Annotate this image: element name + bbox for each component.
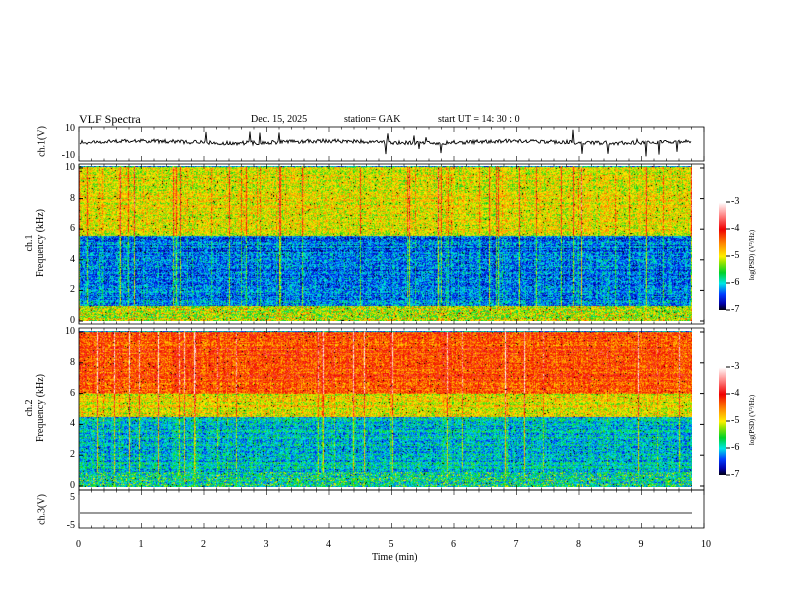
x-tick-label: 10 (701, 539, 711, 550)
y-tick-label: -5 (66, 520, 75, 531)
y-tick-label: 0 (70, 480, 75, 491)
x-tick-label: 2 (201, 539, 206, 550)
x-tick-label: 4 (326, 539, 331, 550)
y-tick-label: 4 (70, 418, 75, 430)
colorbar-ch2-label: log(PSD) (V²/Hz) (748, 394, 756, 446)
ch2-spectrogram (79, 331, 692, 487)
y-tick-label: 6 (70, 387, 75, 399)
colorbar-ch1 (719, 202, 726, 310)
ch1-ylabel: ch.1(V) (36, 126, 48, 157)
colorbar-tick-label: -5 (731, 415, 740, 426)
y-tick-label: -10 (61, 150, 75, 161)
colorbar-tick-label: -7 (731, 469, 740, 480)
colorbar-tick-label: -5 (731, 250, 740, 261)
colorbar-ch1-label: log(PSD) (V²/Hz) (748, 229, 756, 281)
x-tick-label: 7 (513, 539, 519, 550)
colorbar-tick-label: -4 (731, 388, 740, 399)
date-label: Dec. 15, 2025 (251, 114, 308, 125)
station-label: station= GAK (344, 114, 401, 125)
y-tick-label: 4 (70, 253, 75, 265)
ch2-spec-ylabel: ch.2 Frequency (kHz) (24, 373, 46, 443)
colorbar-tick-label: -6 (731, 442, 740, 453)
ch1-spectrogram (79, 166, 692, 321)
colorbar-tick-label: -3 (731, 361, 740, 372)
y-tick-label: 2 (70, 449, 75, 461)
x-tick-label: 5 (388, 539, 394, 550)
colorbar-tick-label: -3 (731, 196, 740, 207)
colorbar-tick-label: -4 (731, 223, 740, 234)
colorbar-tick-label: -6 (731, 277, 740, 288)
panel-frame (78, 163, 705, 325)
x-tick-label: 8 (576, 539, 581, 550)
panel-frame (78, 489, 705, 529)
x-tick-label: 6 (451, 539, 456, 550)
start-time-label: start UT = 14: 30 : 0 (438, 114, 520, 125)
y-tick-label: 10 (65, 123, 75, 134)
colorbar-ch2 (719, 367, 726, 475)
ch1-waveform (79, 129, 692, 157)
y-tick-label: 10 (65, 162, 75, 173)
x-axis-label: Time (min) (372, 552, 418, 563)
panel-frame (78, 327, 705, 491)
y-tick-label: 6 (70, 223, 75, 235)
y-tick-label: 5 (70, 492, 75, 503)
x-tick-label: 1 (138, 539, 144, 550)
ch1-spec-ylabel: ch.1 Frequency (kHz) (24, 208, 46, 278)
y-tick-label: 2 (70, 284, 75, 296)
y-tick-label: 0 (70, 315, 75, 326)
x-tick-label: 3 (263, 539, 269, 550)
x-tick-label: 9 (638, 539, 644, 550)
y-tick-label: 8 (70, 192, 75, 204)
figure-title: VLF Spectra (79, 112, 141, 126)
y-tick-label: 8 (70, 356, 75, 368)
y-tick-label: 10 (65, 326, 75, 337)
x-tick-label: 0 (76, 539, 81, 550)
colorbar-tick-label: -7 (731, 304, 740, 315)
ch3-ylabel: ch.3(V) (36, 494, 48, 525)
